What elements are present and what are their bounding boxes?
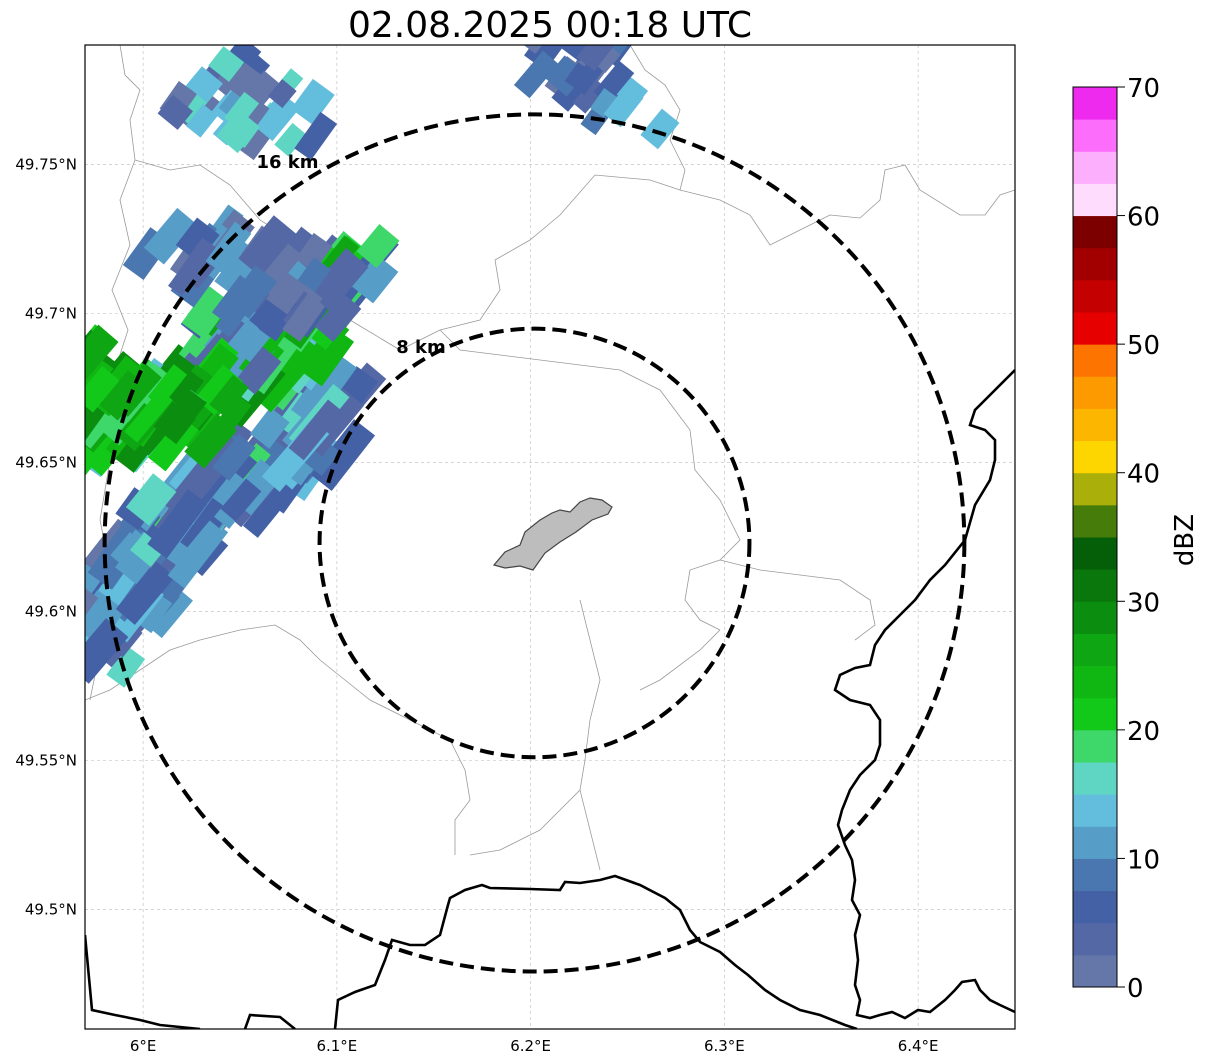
- chart-title: 02.08.2025 00:18 UTC: [347, 5, 753, 46]
- echo-cell: [308, 247, 369, 312]
- echo-cell: [147, 489, 208, 559]
- echo-cell: [302, 327, 355, 387]
- echo-cell: [290, 78, 335, 125]
- national-border: [85, 369, 1015, 1029]
- range-rings: [102, 112, 967, 974]
- echo-cell: [351, 254, 399, 304]
- echo-cell: [226, 62, 265, 102]
- lon-tick-label: 6.1°E: [316, 1037, 357, 1055]
- echo-cell: [290, 350, 357, 427]
- echo-cell: [295, 232, 333, 273]
- echo-cell: [165, 367, 205, 409]
- lat-tick-label: 49.65°N: [15, 453, 77, 471]
- echo-cell: [564, 62, 599, 96]
- echo-cell: [205, 221, 252, 274]
- lat-tick-label: 49.55°N: [15, 752, 77, 770]
- city-polygon: [492, 497, 613, 571]
- echo-cell: [200, 433, 240, 475]
- range-ring-labels: 8 km 16 km: [256, 152, 445, 358]
- echo-cell: [106, 646, 146, 688]
- echo-cell: [253, 92, 301, 142]
- echo-cell: [590, 87, 618, 118]
- echo-cell: [181, 285, 232, 340]
- echo-cell: [208, 46, 245, 82]
- echo-cell: [85, 350, 92, 405]
- echo-cell: [266, 271, 308, 315]
- range-ring-8km: [317, 326, 752, 760]
- echo-cell: [551, 6, 585, 44]
- echo-cell: [143, 207, 198, 265]
- lon-tick-label: 6.4°E: [898, 1037, 939, 1055]
- echo-cell: [212, 434, 256, 481]
- lon-tick-label: 6.3°E: [704, 1037, 745, 1055]
- echo-cell: [185, 104, 218, 138]
- echo-cell: [115, 561, 176, 625]
- echo-cell: [85, 560, 104, 629]
- echo-cell: [236, 346, 282, 395]
- echo-cell: [157, 94, 194, 130]
- echo-cell: [227, 265, 278, 319]
- echo-cell: [570, 45, 610, 49]
- echo-cell: [640, 108, 680, 150]
- echo-cell: [200, 394, 252, 455]
- echo-cell: [524, 45, 568, 72]
- echo-cell: [314, 293, 362, 342]
- echo-cell: [85, 618, 129, 684]
- map-frame: [84, 44, 1016, 1030]
- lat-tick-label: 49.7°N: [25, 304, 77, 322]
- lat-tick-label: 49.5°N: [25, 901, 77, 919]
- echo-cell: [303, 438, 341, 476]
- echo-cell: [85, 324, 119, 393]
- echo-cell: [186, 66, 223, 103]
- echo-cell: [279, 284, 323, 331]
- range-ring-16km: [102, 112, 967, 974]
- echo-cell: [274, 122, 307, 157]
- lon-tick-label: 6°E: [130, 1037, 157, 1055]
- echo-cell: [224, 91, 260, 130]
- echo-cell: [249, 407, 290, 449]
- radar-echoes: [85, 6, 680, 688]
- echo-cell: [220, 478, 262, 522]
- echo-cell: [310, 419, 376, 491]
- echo-cell: [603, 84, 644, 128]
- echo-cell: [110, 527, 150, 569]
- lat-tick-label: 49.75°N: [15, 155, 77, 173]
- echo-cell: [239, 126, 271, 161]
- echo-cell: [288, 399, 344, 461]
- echo-cell: [125, 473, 177, 526]
- echo-cell: [294, 111, 338, 161]
- echo-cell: [85, 366, 120, 413]
- echo-cell: [267, 78, 297, 109]
- range-ring-label: 8 km: [396, 337, 446, 358]
- echo-cell: [513, 50, 559, 99]
- lon-tick-label: 6.2°E: [510, 1037, 551, 1055]
- echo-cell: [153, 401, 196, 445]
- echo-cell: [209, 374, 249, 418]
- echo-cell: [238, 215, 297, 277]
- range-ring-label: 16 km: [256, 152, 318, 173]
- echo-cell: [175, 217, 220, 263]
- graticule: [85, 45, 1015, 1029]
- echo-cell: [216, 109, 260, 154]
- echo-cell: [356, 224, 400, 269]
- echo-cell: [175, 520, 224, 574]
- echo-cell: [576, 45, 614, 72]
- latitude-ticks: 49.75°N 49.7°N 49.65°N 49.6°N 49.55°N 49.5°N: [15, 155, 77, 918]
- echo-cell: [565, 8, 601, 44]
- lat-tick-label: 49.6°N: [25, 603, 77, 621]
- echo-cell: [124, 389, 173, 443]
- longitude-ticks: 6°E 6.1°E 6.2°E 6.3°E 6.4°E: [130, 1037, 939, 1055]
- echo-cell: [560, 45, 598, 62]
